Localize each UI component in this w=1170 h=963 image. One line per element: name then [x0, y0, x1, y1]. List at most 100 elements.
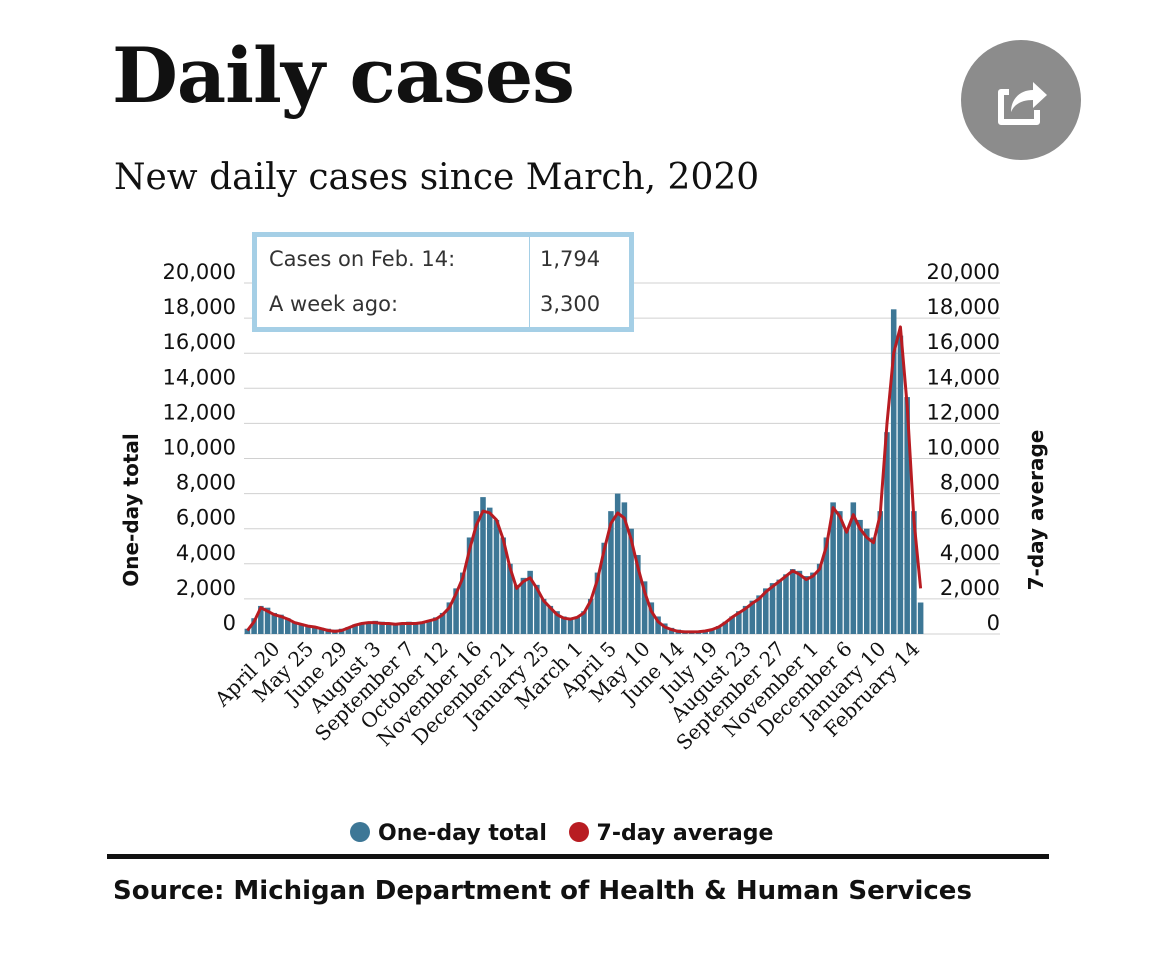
bar: [352, 624, 358, 634]
y-tick-label-right: 4,000: [940, 541, 1000, 565]
bar: [244, 628, 251, 634]
legend-item-one-day-total: One-day total: [350, 821, 547, 846]
bar: [527, 570, 533, 634]
bar: [453, 588, 459, 634]
bar: [493, 519, 500, 634]
y-tick-label-left: 6,000: [176, 506, 236, 530]
y-tick-label-right: 2,000: [940, 576, 1000, 600]
bar: [837, 511, 843, 634]
bar: [466, 537, 473, 634]
bar: [749, 600, 756, 634]
bar: [385, 622, 392, 634]
page-title: Daily cases: [112, 31, 575, 120]
bar: [763, 588, 769, 634]
share-button[interactable]: [961, 40, 1081, 160]
bar: [574, 616, 581, 634]
bar: [433, 617, 439, 634]
line-series: [246, 325, 923, 634]
bar: [311, 626, 318, 634]
bar: [803, 576, 809, 634]
bar: [662, 623, 668, 634]
bar: [460, 572, 466, 634]
legend-label: One-day total: [378, 820, 547, 846]
bar: [742, 605, 749, 634]
bar: [365, 621, 372, 634]
bar: [278, 614, 284, 634]
bar: [850, 502, 857, 634]
bar: [769, 583, 776, 634]
bar: [641, 581, 648, 634]
left-axis-title: One-day total: [119, 433, 143, 587]
bar: [870, 537, 877, 634]
bar: [372, 620, 379, 634]
bar: [897, 335, 904, 634]
divider-rule: [107, 854, 1049, 859]
bar: [857, 519, 863, 634]
info-value: 1,794: [540, 247, 601, 271]
bar: [648, 602, 655, 634]
bar: [426, 619, 432, 634]
bar: [776, 579, 783, 634]
bar: [258, 605, 264, 634]
share-icon: [998, 82, 1047, 125]
bar: [789, 569, 796, 634]
bar: [877, 511, 884, 634]
bar: [251, 618, 257, 634]
y-tick-label-left: 8,000: [176, 471, 236, 495]
bar: [392, 623, 399, 634]
bar: [379, 621, 385, 634]
bar: [486, 507, 493, 634]
y-tick-label-left: 2,000: [176, 576, 236, 600]
bar: [601, 542, 607, 634]
bar: [709, 628, 715, 634]
bar: [614, 493, 621, 634]
info-label: Cases on Feb. 14:: [269, 247, 456, 271]
bar: [783, 574, 789, 634]
info-row-week-ago: A week ago: 3,300: [257, 282, 629, 327]
info-row-current: Cases on Feb. 14: 1,794: [257, 237, 629, 282]
bar: [291, 621, 298, 634]
y-tick-label-right: 10,000: [927, 436, 1000, 460]
bar: [736, 611, 742, 634]
legend-dot: [350, 821, 370, 842]
y-tick-label-left: 4,000: [176, 541, 236, 565]
bar: [890, 309, 897, 634]
bar: [412, 622, 419, 634]
bar: [581, 611, 587, 634]
bar: [318, 627, 325, 634]
y-tick-label-right: 6,000: [940, 506, 1000, 530]
info-divider: [529, 237, 530, 327]
bar: [500, 537, 506, 634]
bar: [621, 502, 628, 634]
bar: [628, 528, 634, 634]
bar: [520, 577, 527, 634]
right-axis-title: 7-day average: [1024, 430, 1048, 591]
bar: [810, 572, 816, 634]
y-tick-label-right: 16,000: [927, 330, 1000, 354]
left-axis-ticks: 0 2,000 4,000 6,000 8,000 10,000 12,000 14,000 1…: [163, 260, 236, 635]
line-7-day-average: [246, 325, 923, 634]
bar: [561, 616, 567, 634]
bar: [729, 616, 735, 634]
bar: [406, 621, 412, 634]
bar: [513, 584, 520, 634]
bar: [608, 511, 614, 634]
bar: [816, 563, 823, 634]
bar: [507, 563, 513, 634]
legend-item-seven-day-average: 7-day average: [568, 821, 773, 846]
bar: [843, 528, 850, 634]
bar: [540, 598, 547, 634]
y-tick-label-right: 0: [987, 611, 1000, 635]
bar: [271, 612, 278, 634]
y-tick-label-left: 20,000: [163, 260, 236, 284]
y-tick-label-left: 10,000: [163, 436, 236, 460]
y-tick-label-right: 14,000: [927, 365, 1000, 389]
bar: [587, 598, 594, 634]
y-tick-label-left: 18,000: [163, 295, 236, 319]
bar: [547, 605, 554, 634]
y-tick-label-right: 20,000: [927, 260, 1000, 284]
bar: [864, 528, 870, 634]
legend-dot: [568, 821, 589, 842]
